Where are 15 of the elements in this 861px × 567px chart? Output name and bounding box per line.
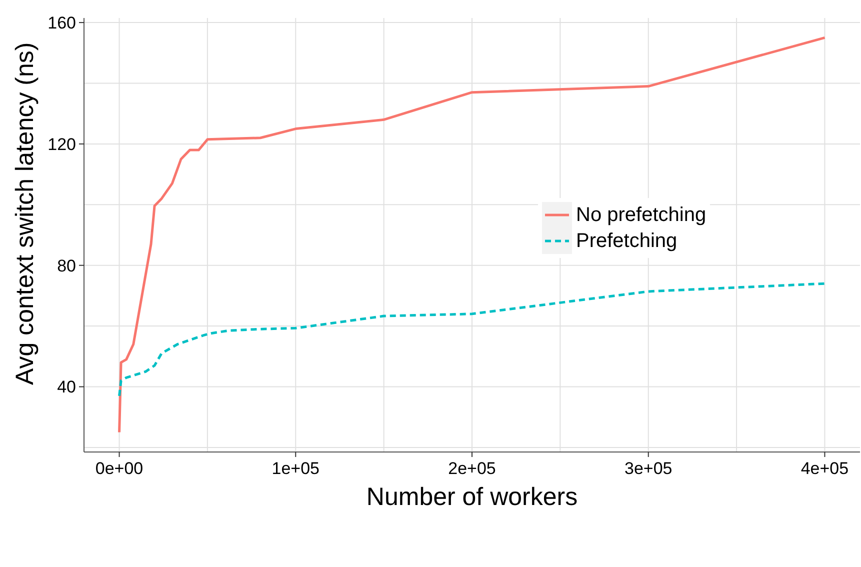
x-tick-label: 3e+05 (624, 459, 672, 478)
y-axis-title: Avg context switch latency (ns) (10, 42, 39, 385)
legend-label: Prefetching (576, 229, 678, 254)
line-series (118, 36, 826, 434)
y-tick-label: 120 (48, 134, 76, 154)
x-tick-label: 4e+05 (800, 459, 849, 478)
y-tick-label: 160 (48, 14, 76, 33)
x-tick-label: 0e+00 (95, 459, 144, 478)
x-axis-title: Number of workers (366, 483, 578, 511)
y-tick-label: 80 (57, 256, 76, 276)
x-tick-label: 1e+05 (272, 459, 320, 478)
legend-label: No prefetching (576, 203, 706, 228)
x-tick-label: 2e+05 (448, 459, 496, 478)
y-tick-label: 40 (57, 378, 76, 397)
line-series (118, 282, 826, 398)
